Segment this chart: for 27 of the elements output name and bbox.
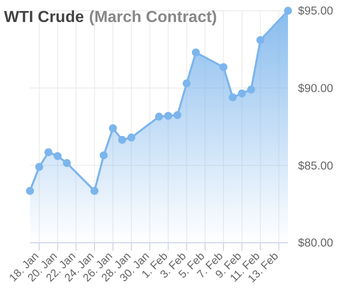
point	[35, 162, 44, 171]
chart-subtitle: (March Contract)	[89, 9, 218, 26]
point	[192, 48, 200, 56]
point	[54, 152, 62, 160]
point	[44, 148, 52, 156]
chart-title: WTI Crude	[4, 9, 84, 26]
point	[62, 159, 71, 168]
point	[247, 86, 256, 94]
point	[155, 112, 163, 121]
point	[127, 134, 136, 142]
point	[256, 36, 264, 44]
y-tick-label: $95.00	[298, 6, 334, 18]
y-tick-label: $85.00	[298, 160, 334, 172]
point	[220, 63, 228, 72]
point	[164, 112, 172, 120]
point	[228, 93, 237, 102]
point	[173, 111, 182, 120]
y-tick-label: $80.00	[298, 238, 334, 250]
y-tick-label: $90.00	[298, 83, 334, 96]
point	[90, 186, 98, 195]
point	[26, 186, 34, 195]
point	[182, 79, 191, 88]
point	[284, 6, 292, 15]
point	[100, 151, 108, 160]
point	[118, 136, 126, 144]
point	[108, 124, 117, 132]
point	[238, 89, 246, 98]
